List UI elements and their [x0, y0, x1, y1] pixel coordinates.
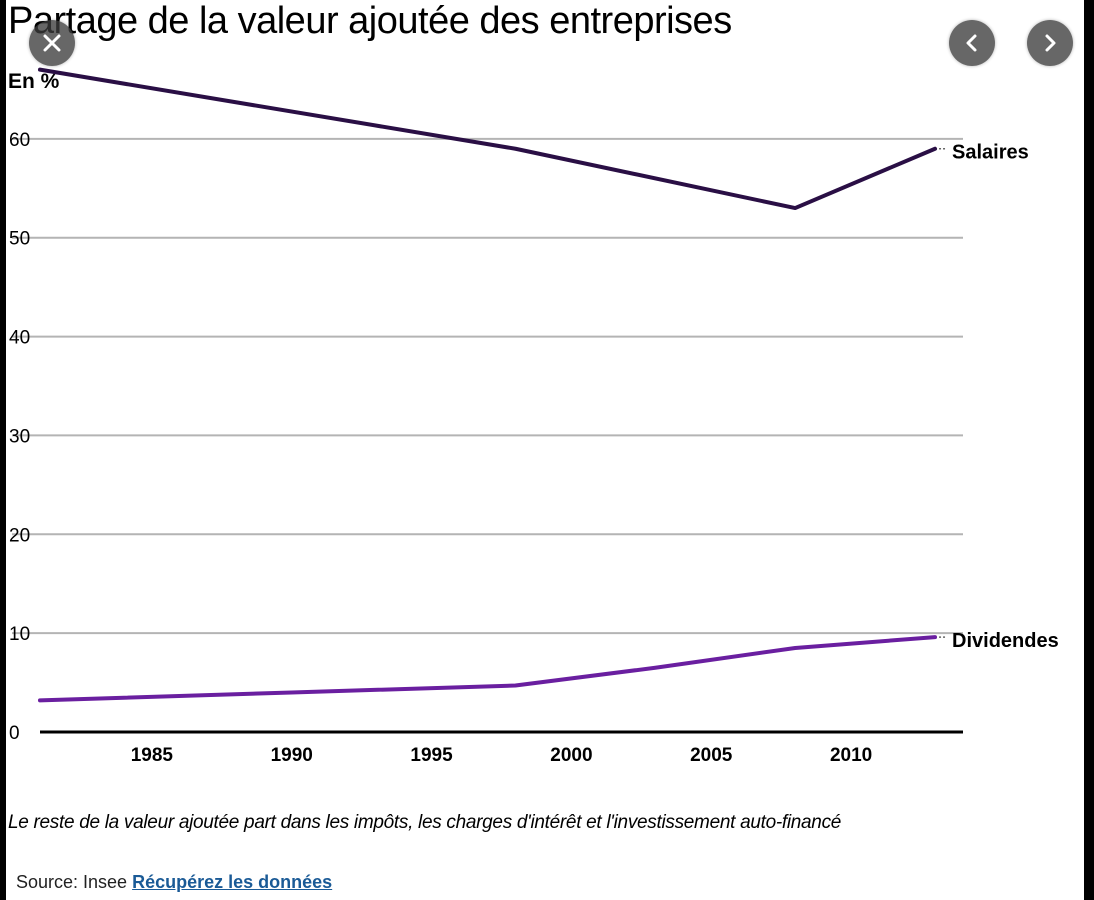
chevron-right-icon — [1045, 34, 1056, 52]
y-tick-label-0: 0 — [9, 723, 20, 744]
chart-footnote: Le reste de la valeur ajoutée part dans … — [8, 812, 842, 833]
line-chart: 0 10 20 30 40 50 60 1985 1990 1995 2000 2005 2010 Sal… — [9, 67, 1059, 766]
y-tick-label-10: 10 — [9, 624, 30, 645]
chevron-left-icon — [966, 34, 977, 52]
source-line: Source: Insee Récupérez les données — [16, 872, 332, 893]
y-tick-label-20: 20 — [9, 525, 30, 546]
close-icon — [43, 34, 61, 52]
series-label-dividendes: Dividendes — [952, 630, 1059, 652]
y-unit-label: En % — [8, 70, 60, 93]
next-button[interactable] — [1027, 20, 1073, 66]
y-tick-label-60: 60 — [9, 130, 30, 151]
x-tick-label-2005: 2005 — [690, 745, 733, 766]
series-label-salaires: Salaires — [952, 142, 1029, 164]
x-tick-label-1985: 1985 — [131, 745, 174, 766]
y-tick-label-30: 30 — [9, 426, 30, 447]
x-tick-label-1990: 1990 — [271, 745, 313, 766]
close-button[interactable] — [29, 20, 75, 66]
source-text: Source: Insee — [16, 872, 128, 892]
x-tick-label-2010: 2010 — [830, 745, 872, 766]
previous-button[interactable] — [949, 20, 995, 66]
series-line-dividendes — [37, 635, 938, 703]
x-tick-label-2000: 2000 — [550, 745, 592, 766]
chart-title: Partage de la valeur ajoutée des entrepr… — [8, 0, 732, 42]
y-tick-label-50: 50 — [9, 229, 30, 250]
series-line-salaires — [37, 67, 938, 211]
x-tick-label-1995: 1995 — [410, 745, 453, 766]
y-tick-label-40: 40 — [9, 328, 30, 349]
data-download-link[interactable]: Récupérez les données — [132, 872, 333, 892]
chart-frame: Partage de la valeur ajoutée des entrepr… — [6, 0, 1084, 900]
